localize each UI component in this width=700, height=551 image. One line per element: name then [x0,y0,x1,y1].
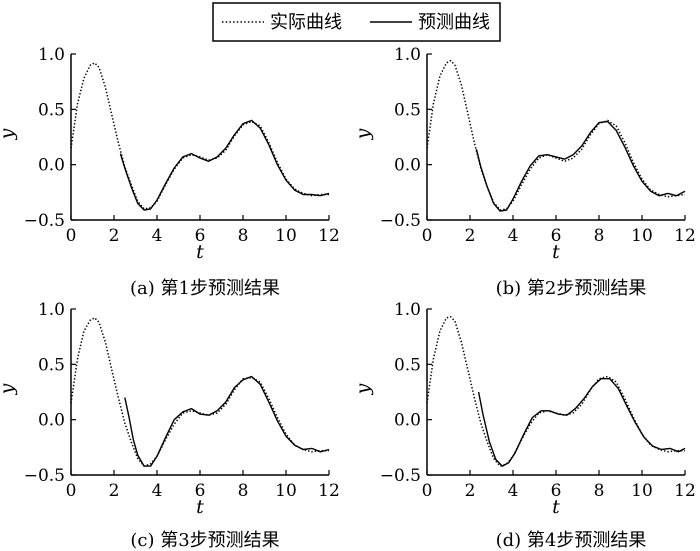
x-tick-label: 0 [66,226,77,246]
x-tick-label: 12 [674,481,696,501]
x-tick-label: 2 [109,226,120,246]
series-line-actual [426,59,686,211]
y-axis-label: y [0,128,18,140]
x-tick-label: 12 [318,226,340,246]
chart-panel-1: 0 2 4 6 8 10 12 −0.5 0.0 0.5 1.0 t y (a) 第1步预测结果 [0,45,340,299]
y-tick-label: −0.5 [24,466,65,486]
y-tick-label: 0.0 [394,156,421,176]
series-line-predicted [124,375,330,467]
panels: 0 2 4 6 8 10 12 −0.5 0.0 0.5 1.0 t y (a) 第1步预测结果 0 2 4 6 8… [0,45,696,551]
series-line-predicted [119,119,330,211]
y-tick-label: 1.0 [394,45,421,65]
x-tick-label: 12 [674,226,696,246]
x-tick-label: 6 [551,226,562,246]
y-tick-label: −0.5 [380,211,421,231]
x-tick-label: 8 [594,481,605,501]
chart-panel-4: 0 2 4 6 8 10 12 −0.5 0.0 0.5 1.0 t y (d) 第4步预测结果 [352,300,696,551]
y-tick-label: 1.0 [394,300,421,320]
y-tick-label: 0.0 [38,411,65,431]
panel-caption: (a) 第1步预测结果 [130,278,280,299]
legend-label-predicted: 预测曲线 [418,12,490,33]
x-tick-label: 10 [275,226,297,246]
x-tick-label: 10 [631,481,653,501]
x-tick-label: 4 [508,226,519,246]
y-axis-label: y [352,383,374,395]
series-line-actual [70,317,329,467]
x-tick-label: 0 [422,481,433,501]
legend: 实际曲线 预测曲线 [212,2,501,42]
x-tick-label: 0 [66,481,77,501]
y-tick-label: −0.5 [24,211,65,231]
panel-caption: (d) 第4步预测结果 [496,530,647,551]
x-tick-label: 6 [195,481,206,501]
series-line-actual [70,62,329,210]
x-tick-label: 4 [508,481,519,501]
x-axis-label: t [552,496,560,518]
x-tick-label: 8 [238,481,249,501]
y-tick-label: 0.5 [38,355,65,375]
x-tick-label: 4 [152,481,163,501]
x-tick-label: 2 [465,481,476,501]
x-tick-label: 6 [551,481,562,501]
y-axis-label: y [352,128,374,140]
y-tick-label: 0.5 [38,100,65,120]
legend-frame [212,2,501,42]
y-tick-label: 1.0 [38,300,65,320]
chart-panel-2: 0 2 4 6 8 10 12 −0.5 0.0 0.5 1.0 t y (b) 第2步预测结果 [352,45,696,299]
y-tick-label: 0.0 [394,411,421,431]
y-tick-label: 0.5 [394,100,421,120]
y-tick-label: 1.0 [38,45,65,65]
legend-label-actual: 实际曲线 [270,12,342,33]
chart-panel-3: 0 2 4 6 8 10 12 −0.5 0.0 0.5 1.0 t y (c) 第3步预测结果 [0,300,340,551]
x-tick-label: 4 [152,226,163,246]
x-axis-label: t [196,241,204,263]
y-axis-label: y [0,383,18,395]
x-tick-label: 12 [318,481,340,501]
x-tick-label: 0 [422,226,433,246]
x-tick-label: 10 [275,481,297,501]
x-tick-label: 2 [465,226,476,246]
y-tick-label: 0.0 [38,156,65,176]
panel-caption: (b) 第2步预测结果 [496,278,647,299]
series-line-predicted [477,378,686,467]
x-tick-label: 8 [594,226,605,246]
y-tick-label: 0.5 [394,355,421,375]
panel-caption: (c) 第3步预测结果 [130,530,279,551]
x-tick-label: 8 [238,226,249,246]
series-line-actual [426,315,685,467]
x-axis-label: t [552,241,560,263]
x-tick-label: 6 [195,226,206,246]
y-tick-label: −0.5 [380,466,421,486]
x-tick-label: 10 [631,226,653,246]
series-line-predicted [475,120,686,212]
x-axis-label: t [196,496,204,518]
x-tick-label: 2 [109,481,120,501]
